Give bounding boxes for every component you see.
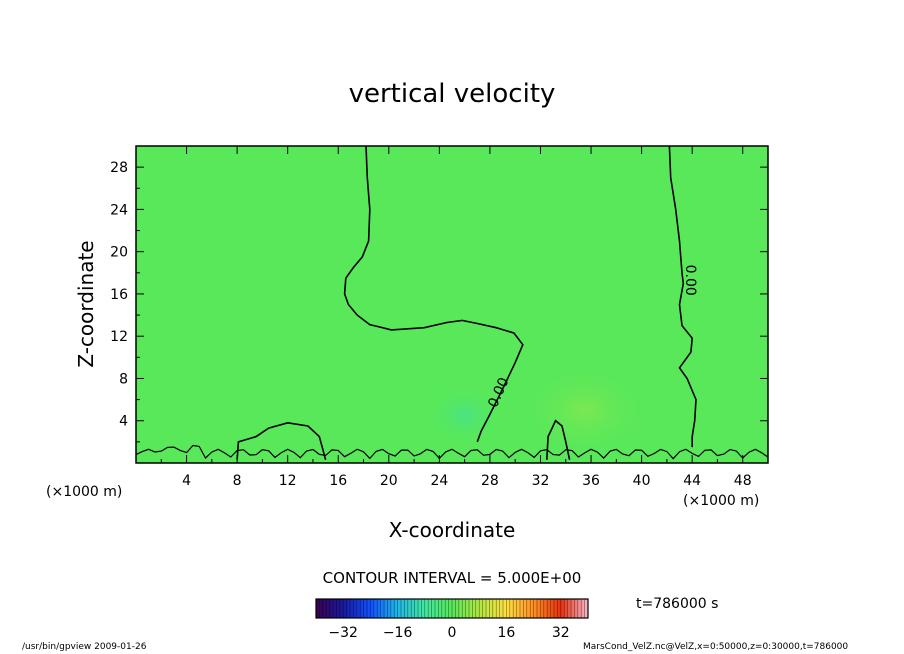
x-tick-label: 8 — [233, 473, 242, 489]
y-tick-label: 24 — [110, 202, 128, 218]
contour-line-2 — [668, 146, 697, 448]
x-tick-label: 48 — [734, 473, 752, 489]
y-tick-label: 16 — [110, 287, 128, 303]
y-tick-label: 20 — [110, 245, 128, 261]
footer-left: /usr/bin/gpview 2009-01-26 — [22, 642, 147, 652]
colorbar-tick-label: 16 — [497, 625, 515, 641]
downdraft-region — [424, 385, 505, 446]
x-tick-label: 36 — [582, 473, 600, 489]
y-tick-label: 8 — [119, 371, 128, 387]
x-unit-left: (×1000 m) — [46, 484, 122, 500]
footer-right: MarsCond_VelZ.nc@VelZ,x=0:50000,z=0:3000… — [583, 642, 849, 652]
y-tick-label: 28 — [110, 160, 128, 176]
x-tick-label: 4 — [182, 473, 191, 489]
x-tick-label: 44 — [683, 473, 701, 489]
colorbar-tick-label: −32 — [328, 625, 358, 641]
surface-contour — [136, 444, 768, 460]
time-label: t=786000 s — [636, 596, 718, 612]
x-tick-label: 24 — [430, 473, 448, 489]
colorbar-frame — [315, 598, 589, 619]
x-tick-label: 16 — [329, 473, 347, 489]
plot-frame — [135, 145, 769, 464]
x-axis-label: X-coordinate — [389, 518, 516, 542]
x-tick-label: 12 — [279, 473, 297, 489]
colorbar-tick-label: −16 — [383, 625, 413, 641]
contour-label: 0.00 — [682, 265, 698, 296]
y-tick-label: 12 — [110, 329, 128, 345]
x-tick-label: 40 — [633, 473, 651, 489]
plot-area: 0.000.00 — [135, 145, 769, 464]
contour-interval: CONTOUR INTERVAL = 5.000E+00 — [323, 569, 582, 587]
updraft-region — [514, 362, 655, 459]
x-unit-right: (×1000 m) — [683, 493, 759, 509]
chart-title: vertical velocity — [349, 79, 556, 109]
colorbar-tick-label: 0 — [448, 625, 457, 641]
x-tick-label: 32 — [532, 473, 550, 489]
contour-line-4 — [546, 419, 571, 460]
y-axis-label: Z-coordinate — [74, 240, 98, 367]
colorbar-tick-label: 32 — [552, 625, 570, 641]
x-tick-label: 28 — [481, 473, 499, 489]
contour-line-3 — [236, 421, 327, 461]
x-tick-label: 20 — [380, 473, 398, 489]
y-tick-label: 4 — [119, 414, 128, 430]
contour-line-1 — [343, 146, 524, 443]
colorbar: −32 −16 0 16 32 — [315, 598, 589, 641]
